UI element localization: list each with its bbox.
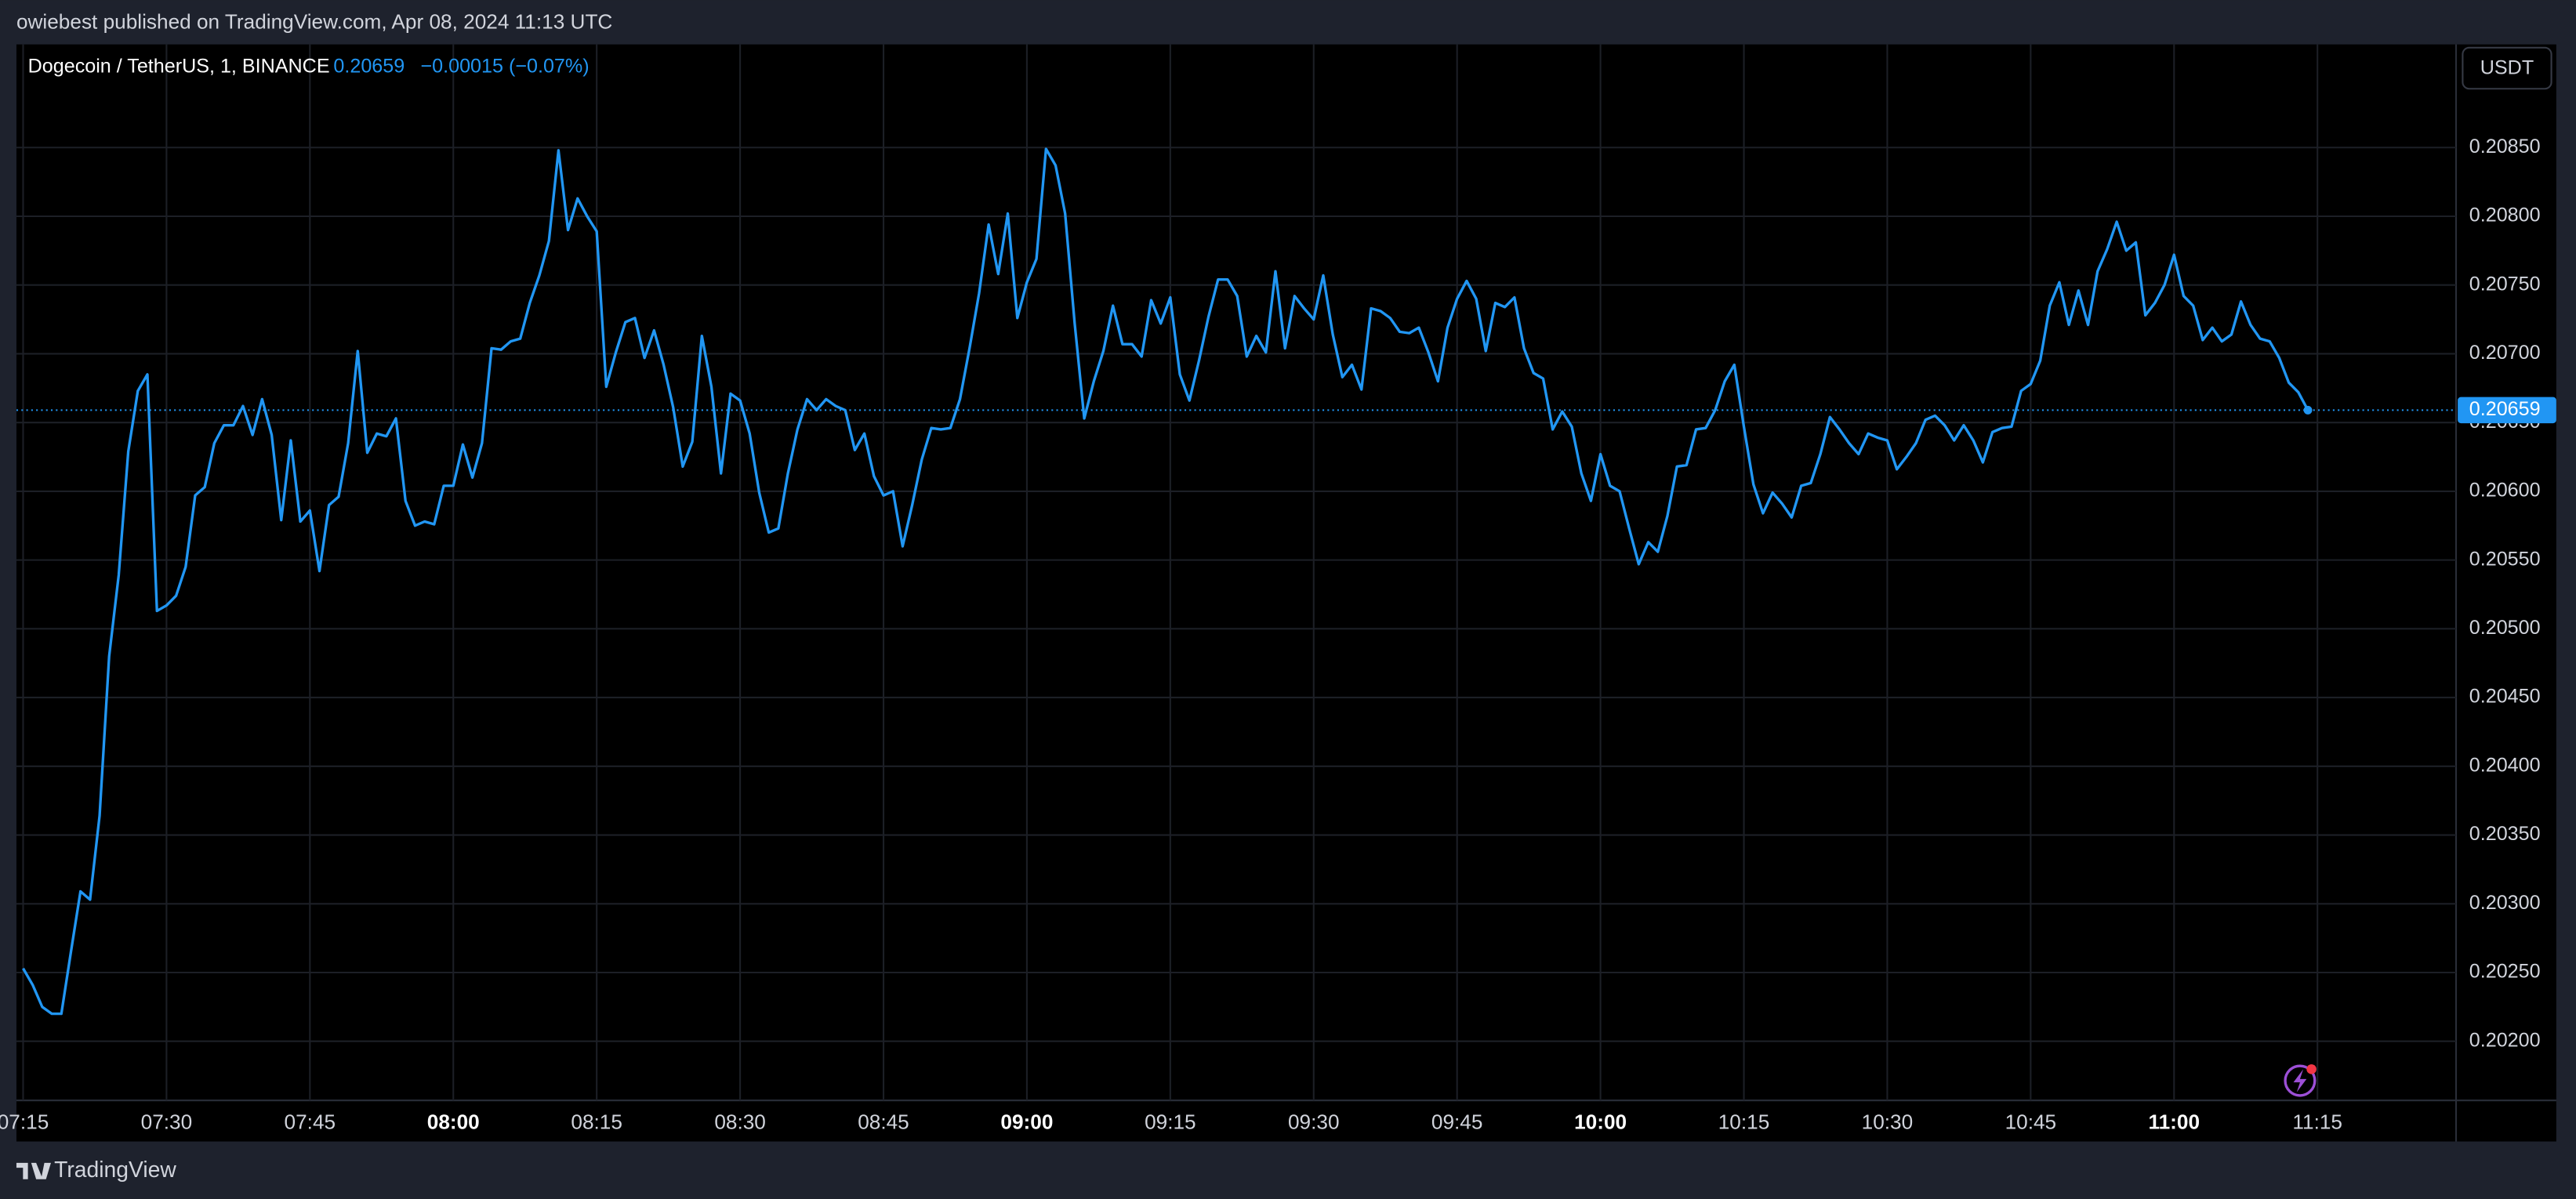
x-tick-label: 07:45 <box>285 1110 336 1133</box>
last-price-badge <box>2458 397 2556 424</box>
x-tick-label: 08:30 <box>714 1110 766 1133</box>
x-tick-label: 11:15 <box>2292 1110 2342 1133</box>
y-tick-label: 0.20600 <box>2469 480 2541 502</box>
publisher-line: owiebest published on TradingView.com, A… <box>16 9 612 33</box>
x-tick-label: 10:00 <box>1574 1110 1627 1133</box>
x-tick-label: 08:15 <box>571 1110 622 1133</box>
y-tick-label: 0.20850 <box>2469 136 2541 158</box>
x-tick-label: 08:00 <box>427 1110 480 1133</box>
x-tick-label: 07:30 <box>141 1110 193 1133</box>
last-point <box>2303 405 2313 415</box>
y-tick-label: 0.20300 <box>2469 892 2541 914</box>
x-tick-label: 09:45 <box>1431 1110 1483 1133</box>
axes: 0.20200 0.20250 0.20300 0.20350 0.20400 0.204… <box>0 136 2556 1133</box>
x-tick-label: 09:30 <box>1288 1110 1340 1133</box>
y-tick-label: 0.20750 <box>2469 273 2541 295</box>
x-tick-label: 09:00 <box>1000 1110 1053 1133</box>
x-tick-label: 10:30 <box>1862 1110 1914 1133</box>
x-tick-label: 09:15 <box>1145 1110 1196 1133</box>
currency-label[interactable]: USDT <box>2480 57 2534 79</box>
price-change: −0.00015 (−0.07%) <box>420 56 589 78</box>
lightning-icon[interactable] <box>2284 1064 2317 1097</box>
last-price-label: 0.20659 <box>2469 398 2541 420</box>
grid <box>16 44 2457 1101</box>
x-tick-label: 07:15 <box>0 1110 49 1133</box>
y-tick-label: 0.20200 <box>2469 1029 2541 1051</box>
brand-name[interactable]: TradingView <box>54 1157 176 1182</box>
y-tick-label: 0.20450 <box>2469 686 2541 708</box>
y-tick-label: 0.20500 <box>2469 617 2541 639</box>
last-price: 0.20659 <box>333 56 405 78</box>
x-tick-label: 11:00 <box>2149 1110 2200 1133</box>
y-tick-label: 0.20250 <box>2469 961 2541 983</box>
symbol-title: Dogecoin / TetherUS, 1, BINANCE <box>28 56 330 78</box>
x-tick-label: 10:15 <box>1718 1110 1770 1133</box>
currency-button[interactable] <box>2462 46 2552 90</box>
y-tick-label: 0.20700 <box>2469 342 2541 364</box>
y-tick-label: 0.20550 <box>2469 548 2541 570</box>
chart-pane <box>16 44 2556 1142</box>
x-tick-label: 10:45 <box>2005 1110 2057 1133</box>
brand-logo[interactable] <box>16 1162 51 1179</box>
x-tick-label: 08:45 <box>858 1110 909 1133</box>
plot <box>16 147 2457 1016</box>
y-tick-label: 0.20400 <box>2469 754 2541 776</box>
price-line <box>22 147 2309 1016</box>
y-tick-label: 0.20350 <box>2469 823 2541 845</box>
y-tick-label: 0.20800 <box>2469 205 2541 226</box>
